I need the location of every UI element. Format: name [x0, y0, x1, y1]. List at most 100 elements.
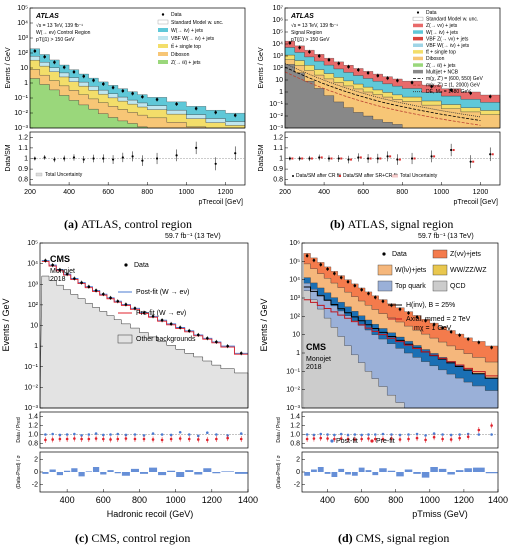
- ratio-y-tick-label: 1.2: [290, 423, 300, 430]
- region-label: Signal Region: [291, 30, 322, 36]
- legend-label: Post-fit (W → eν): [136, 289, 189, 296]
- y-tick-label: 1: [24, 80, 28, 87]
- pull-bar: [64, 470, 71, 472]
- panel-cms-signal: 10⁻³ 10⁻² 10⁻¹ 1 10 10² 10³ 10⁴ 10⁵ 10⁶ Events / G…: [259, 240, 508, 519]
- ratio-prefit-point: [312, 437, 316, 440]
- legend-sm-swatch: [412, 16, 424, 21]
- panel-atlas-control: 10⁻³ 10⁻² 10⁻¹ 1 10 10² 10³ 10⁴ 10⁵ Events / GeV A…: [5, 5, 246, 206]
- ratio-legend-label: Total Uncertainty: [400, 173, 438, 179]
- ratio-y-tick-label: 1.0: [290, 432, 300, 439]
- ratio-postfit-point: [169, 433, 173, 437]
- legend-label: DE, M⁎ = 1480 GeV: [426, 89, 471, 95]
- data-point: [194, 107, 198, 110]
- x-tick-label: 400: [318, 189, 330, 196]
- ratio-y-tick-label: 1: [279, 156, 283, 163]
- ratio-point-srcr: [472, 160, 475, 163]
- data-point: [317, 54, 321, 58]
- legend-label: tt̄ + single top: [426, 49, 456, 56]
- y-tick-label: 10⁻²: [14, 110, 28, 117]
- y-tick-label: 10⁻¹: [286, 368, 300, 375]
- ratio-postfit-point: [458, 433, 461, 436]
- ratio-postfit-point: [305, 433, 309, 436]
- pull-bar: [358, 467, 365, 472]
- pull-bar: [194, 472, 203, 475]
- data-point: [424, 319, 427, 322]
- y-tick-label: 1: [279, 89, 283, 96]
- data-point: [160, 318, 164, 322]
- x-tick-label: 600: [357, 189, 369, 196]
- pull-bar: [85, 471, 92, 472]
- ratio-point-srcr: [491, 153, 494, 156]
- data-point: [308, 50, 311, 54]
- ratio-y-tick-label: 1.2: [273, 134, 283, 141]
- signal-curve: [284, 71, 481, 126]
- legend-label: H(inv), B = 25%: [406, 302, 455, 309]
- ratio-postfit-point: [142, 434, 146, 437]
- cut-label: pT(j1) > 150 GeV: [36, 37, 75, 43]
- ratio-prefit-point: [65, 437, 69, 441]
- ratio-point: [82, 158, 85, 161]
- y-tick-label: 10⁻³: [286, 405, 300, 412]
- ratio-legend-swatch: [392, 174, 398, 178]
- ratio-postfit-point: [102, 433, 105, 437]
- data-point: [339, 276, 343, 279]
- ratio-point: [63, 157, 66, 160]
- ratio-point: [337, 157, 340, 160]
- ratio-postfit-point: [133, 433, 137, 436]
- ratio-prefit-point: [346, 437, 350, 441]
- ratio-postfit-point: [398, 433, 402, 437]
- x-tick-label: 1400: [238, 495, 258, 505]
- legend-label: Diboson: [426, 56, 445, 62]
- region-label: W(→ eν) Control Region: [36, 30, 91, 36]
- ratio-postfit-point: [160, 433, 164, 436]
- y-tick-label: 10: [30, 323, 38, 330]
- y-tick-label: 10²: [290, 313, 301, 320]
- year-label: 2018: [306, 364, 322, 371]
- ratio-prefit-point: [160, 438, 164, 442]
- ratio-point: [155, 157, 159, 160]
- caption-a: (a) ATLAS, control region: [64, 217, 192, 231]
- ratio-legend-postfit-marker: [330, 439, 334, 443]
- ratio-point-srcr: [398, 158, 401, 161]
- legend-swatch: [158, 60, 168, 64]
- ratio-prefit-point: [490, 424, 493, 427]
- y-tick-label: 10⁻³: [269, 125, 283, 132]
- ratio-postfit-point: [432, 432, 436, 435]
- pull-bar: [351, 472, 358, 476]
- ratio-postfit-point: [367, 433, 370, 436]
- legend-swatch: [377, 264, 393, 276]
- ratio-prefit-point: [196, 438, 200, 441]
- ratio-point-srcr: [389, 155, 392, 158]
- pull-bar: [130, 468, 139, 472]
- ratio-postfit-point: [312, 433, 316, 437]
- caption-d: (d) CMS, signal region: [338, 531, 449, 545]
- data-point: [51, 263, 54, 267]
- ratio-y-tick-label: 1.0: [28, 432, 38, 439]
- ratio-postfit-point: [187, 433, 191, 436]
- ratio-point: [298, 157, 301, 160]
- ratio-point-srcr: [330, 157, 333, 160]
- y-tick-label: 10⁻¹: [269, 101, 283, 108]
- data-point: [206, 336, 209, 340]
- ratio-prefit-point: [58, 437, 62, 441]
- monojet-label: Monojet: [50, 268, 75, 275]
- x-axis-label: pTmiss (GeV): [412, 509, 468, 519]
- data-point: [94, 289, 98, 292]
- x-tick-label: 800: [388, 495, 403, 505]
- legend-label: Standard Model w. unc.: [426, 17, 478, 23]
- data-point: [488, 95, 492, 98]
- pull-bar: [56, 472, 64, 476]
- data-point: [141, 95, 144, 99]
- x-tick-label: 1200: [202, 495, 222, 505]
- y-tick-label: 10⁻³: [24, 405, 38, 412]
- data-point: [142, 311, 146, 314]
- y-axis-label: Events / GeV: [259, 298, 269, 351]
- data-point: [337, 62, 341, 65]
- pull-bar: [221, 471, 234, 472]
- ratio-postfit-point: [116, 432, 120, 436]
- x-tick-label: 600: [96, 495, 111, 505]
- data-point: [477, 341, 481, 344]
- x-tick-label: 400: [320, 495, 335, 505]
- ratio-point: [450, 148, 453, 152]
- pull-bar: [42, 472, 49, 474]
